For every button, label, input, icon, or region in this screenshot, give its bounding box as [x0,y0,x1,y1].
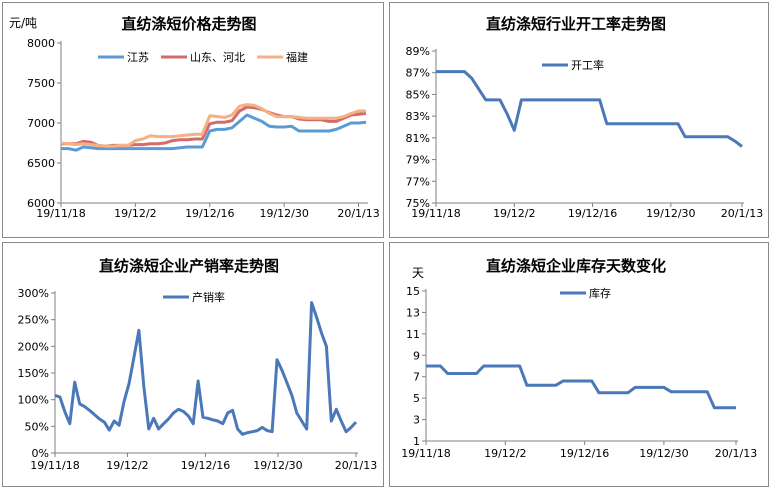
x-tick-label: 19/12/16 [560,447,609,460]
x-tick-label: 19/12/2 [114,207,156,220]
x-tick-label: 19/12/30 [639,447,688,460]
chart-title: 直纺涤短企业库存天数变化 [486,257,666,275]
y-tick-label: 75% [406,197,430,210]
series-line-2 [60,103,366,148]
y-tick-label: 7 [413,371,420,384]
legend-label: 库存 [589,286,611,300]
y-tick-label: 6000 [27,197,55,210]
y-tick-label: 79% [406,154,430,167]
y-tick-label: 83% [406,110,430,123]
chart-panel-price: 直纺涤短价格走势图 元/吨 6000 6500 7000 7500 8000 19/11/18… [2,2,384,238]
y-tick-label: 6500 [27,157,55,170]
y-tick-label: 100% [18,394,49,407]
y-tick-label: 3 [413,414,420,427]
y-tick-label: 1 [413,435,420,448]
legend-label: 开工率 [571,58,604,72]
y-tick-label: 77% [406,175,430,188]
y-tick-label: 250% [18,314,49,327]
series-line-0 [54,301,358,436]
y-tick-label: 9 [413,349,420,362]
chart-panel-utilization: 直纺涤短行业开工率走势图 75% 77% 79% 81% 83% 85% 87% 89% 19/1… [389,2,769,238]
chart-title: 直纺涤短价格走势图 [121,15,256,33]
series-line-1 [61,105,367,148]
y-tick-label: 0% [32,447,49,460]
legend-label: 产销率 [192,290,225,304]
x-tick-label: 19/11/18 [411,207,460,220]
x-tick-label: 20/1/13 [337,207,379,220]
y-tick-label: 15 [406,285,420,298]
y-tick-label: 5 [413,392,420,405]
x-tick-label: 19/12/2 [493,207,535,220]
y-tick-label: 85% [406,88,430,101]
series-line-0 [436,70,743,148]
x-tick-label: 19/12/30 [253,459,302,472]
chart-title: 直纺涤短行业开工率走势图 [486,15,666,33]
x-tick-label: 19/11/18 [36,207,85,220]
unit-label: 元/吨 [9,16,37,30]
y-tick-label: 81% [406,132,430,145]
y-tick-label: 13 [406,306,420,319]
y-tick-label: 200% [18,340,49,353]
x-tick-label: 20/1/13 [721,207,763,220]
x-tick-label: 19/12/2 [484,447,526,460]
x-tick-label: 19/11/18 [401,447,450,460]
legend-label: 福建 [286,50,308,64]
x-tick-label: 19/12/30 [646,207,695,220]
unit-label: 天 [412,266,424,280]
chart-svg-sales-ratio: 直纺涤短企业产销率走势图 0% 50% 100% 150% 200% 250% 300% 19/… [18,257,378,472]
chart-svg-utilization: 直纺涤短行业开工率走势图 75% 77% 79% 81% 83% 85% 87% 89% 19/1… [406,15,764,220]
x-tick-label: 19/12/16 [181,459,230,472]
x-tick-label: 19/12/16 [185,207,234,220]
y-tick-label: 87% [406,67,430,80]
legend-label: 江苏 [127,51,149,64]
y-tick-label: 11 [406,328,420,341]
chart-panel-sales-ratio: 直纺涤短企业产销率走势图 0% 50% 100% 150% 200% 250% 300% 19/… [2,242,384,487]
x-tick-label: 20/1/13 [335,459,377,472]
y-tick-label: 300% [18,287,49,300]
x-tick-label: 19/12/16 [568,207,617,220]
x-tick-label: 19/11/18 [30,459,79,472]
x-tick-label: 20/1/13 [715,447,757,460]
legend-label: 山东、河北 [190,51,245,64]
y-tick-label: 89% [406,45,430,58]
y-tick-label: 8000 [27,37,55,50]
y-tick-label: 50% [25,420,49,433]
y-tick-label: 7000 [27,117,55,130]
chart-svg-price: 直纺涤短价格走势图 元/吨 6000 6500 7000 7500 8000 19/11/18… [9,15,380,220]
x-tick-label: 19/12/2 [106,459,148,472]
chart-panel-inventory: 直纺涤短企业库存天数变化天 1 3 5 7 9 11 13 15 19/11/18 19/12/2 1… [389,242,769,487]
series-line-0 [61,113,367,152]
y-tick-label: 7500 [27,77,55,90]
y-tick-label: 150% [18,367,49,380]
series-line-0 [426,364,736,410]
x-tick-label: 19/12/30 [259,207,308,220]
chart-title: 直纺涤短企业产销率走势图 [99,257,279,275]
